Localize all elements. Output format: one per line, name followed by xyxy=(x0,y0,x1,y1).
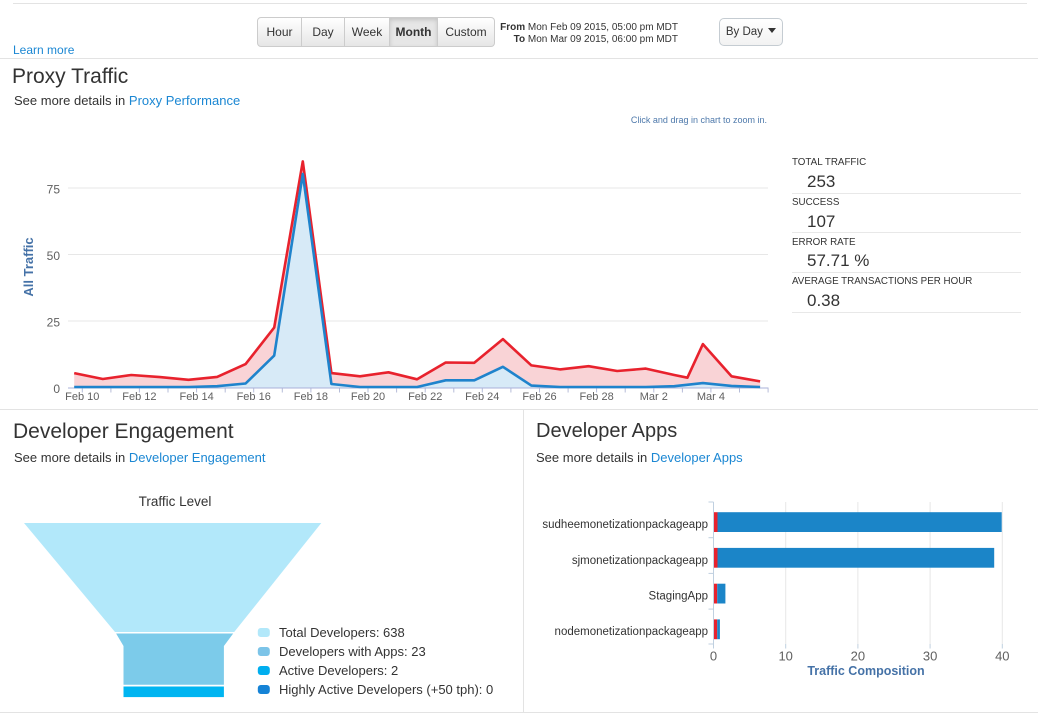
svg-text:0: 0 xyxy=(53,382,60,396)
svg-text:Feb 26: Feb 26 xyxy=(522,391,556,403)
svg-text:Feb 10: Feb 10 xyxy=(65,391,99,403)
svg-text:Feb 12: Feb 12 xyxy=(122,391,156,403)
svg-text:sudheemonetizationpackageapp: sudheemonetizationpackageapp xyxy=(542,519,708,531)
svg-text:Feb 16: Feb 16 xyxy=(237,391,271,403)
svg-text:Feb 20: Feb 20 xyxy=(351,391,385,403)
svg-text:Feb 14: Feb 14 xyxy=(179,391,213,403)
svg-text:Developers with Apps: 23: Developers with Apps: 23 xyxy=(279,644,426,659)
svg-text:Feb 24: Feb 24 xyxy=(465,391,499,403)
svg-text:20: 20 xyxy=(851,649,865,664)
svg-text:Highly Active Developers (+50: Highly Active Developers (+50 tph): 0 xyxy=(279,682,493,697)
svg-text:30: 30 xyxy=(923,649,937,664)
svg-text:50: 50 xyxy=(47,249,61,263)
svg-text:Traffic Composition: Traffic Composition xyxy=(807,664,924,678)
svg-text:Total Developers: 638: Total Developers: 638 xyxy=(279,625,405,640)
svg-text:Traffic Level: Traffic Level xyxy=(139,494,212,509)
svg-text:0: 0 xyxy=(710,649,717,664)
svg-text:40: 40 xyxy=(995,649,1009,664)
svg-text:10: 10 xyxy=(778,649,792,664)
svg-text:sjmonetizationpackageapp: sjmonetizationpackageapp xyxy=(572,555,708,567)
svg-text:StagingApp: StagingApp xyxy=(649,591,708,603)
svg-text:nodemonetizationpackageapp: nodemonetizationpackageapp xyxy=(555,626,708,638)
svg-text:75: 75 xyxy=(47,183,61,197)
svg-text:All Traffic: All Traffic xyxy=(21,237,36,296)
svg-text:Feb 28: Feb 28 xyxy=(579,391,613,403)
svg-text:Mar 2: Mar 2 xyxy=(640,391,668,403)
svg-text:25: 25 xyxy=(47,316,61,330)
svg-text:Mar 4: Mar 4 xyxy=(697,391,725,403)
svg-text:Feb 18: Feb 18 xyxy=(294,391,328,403)
svg-text:Feb 22: Feb 22 xyxy=(408,391,442,403)
svg-text:Active Developers: 2: Active Developers: 2 xyxy=(279,663,398,678)
